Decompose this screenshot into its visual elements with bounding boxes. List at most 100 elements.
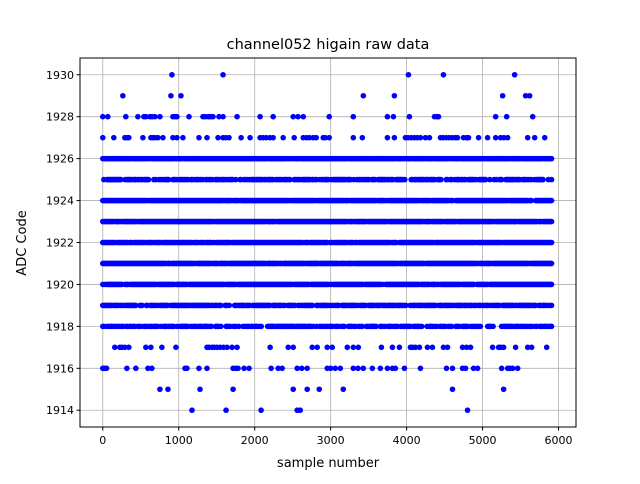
data-point [309,302,316,309]
data-point [285,344,291,351]
data-point [391,92,398,99]
data-point [287,176,293,183]
y-tick-label: 1924 [46,195,74,208]
data-point [326,134,333,141]
data-point [360,365,367,372]
data-point [290,386,297,393]
data-point [186,113,192,120]
data-point [316,386,323,393]
data-point [467,344,474,351]
y-tick-label: 1918 [46,320,74,333]
data-point [511,71,518,78]
data-point [123,113,129,120]
data-point [126,134,132,141]
data-point [417,365,424,372]
data-point [463,344,470,351]
data-point [389,344,396,351]
data-point [140,134,146,141]
data-point [184,365,190,372]
data-point [429,344,436,351]
data-point [300,113,307,120]
data-point [489,344,496,351]
data-point [526,92,533,99]
data-point [500,344,507,351]
data-point [499,92,506,99]
data-point [174,113,180,120]
data-point [503,113,510,120]
data-point [99,134,106,141]
data-point [297,407,303,414]
data-point [487,176,493,183]
data-point [492,134,499,141]
data-point [548,197,555,204]
data-point [314,344,321,351]
x-tick-label: 2000 [241,434,269,447]
data-point [232,176,239,183]
data-point [258,407,264,414]
data-point [548,155,555,162]
y-tick-label: 1916 [46,362,74,375]
y-tick-label: 1914 [46,404,74,417]
data-point [350,134,357,141]
data-point [132,302,139,309]
data-point [165,386,171,393]
data-point [135,113,141,120]
data-point [498,176,505,183]
data-point [304,386,310,393]
data-point [218,323,224,330]
data-point [159,344,165,351]
data-point [196,365,202,372]
x-tick-label: 6000 [545,434,573,447]
data-point [180,134,186,141]
data-point [118,176,124,183]
data-point [291,134,297,141]
data-point [270,113,276,120]
y-tick-label: 1922 [46,237,74,250]
data-point [196,134,202,141]
data-point [465,134,472,141]
data-point [390,113,397,120]
data-point [155,134,161,141]
data-point [226,302,233,309]
data-point [438,176,444,183]
data-point [359,323,366,330]
data-point [405,71,412,78]
data-point [165,176,172,183]
data-point [189,407,195,414]
data-point [268,365,274,372]
data-point [267,344,273,351]
data-point [157,386,163,393]
data-point [174,134,180,141]
data-point [509,365,516,372]
data-point [329,344,336,351]
data-point [170,134,176,141]
data-point [384,113,391,120]
data-point [490,323,496,330]
data-point [548,302,555,309]
data-point [449,386,456,393]
data-point [157,113,163,120]
data-point [464,407,471,414]
data-point [247,134,253,141]
data-point [169,71,175,78]
data-point [105,113,111,120]
data-point [332,365,339,372]
data-point [403,302,409,309]
data-point [422,134,429,141]
data-point [326,113,333,120]
data-point [197,386,203,393]
data-point [234,344,240,351]
data-point [279,365,285,372]
data-point [275,365,281,372]
data-point [236,323,242,330]
data-point [378,344,385,351]
data-point [210,113,216,120]
data-point [220,71,226,78]
data-point [548,260,555,267]
data-point [230,386,236,393]
data-point [341,323,347,330]
data-point [295,113,301,120]
data-point [313,134,320,141]
data-point [391,134,398,141]
data-point [304,365,310,372]
